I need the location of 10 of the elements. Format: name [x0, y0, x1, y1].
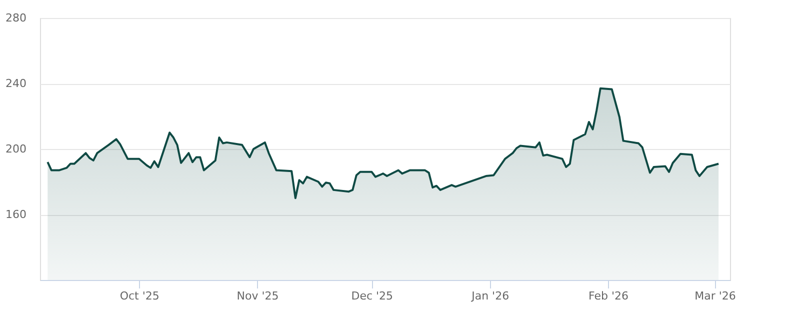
x-tick-label: Jan '26	[470, 290, 510, 302]
x-tick-label: Mar '26	[694, 290, 736, 302]
y-tick-label: 160	[6, 208, 26, 221]
y-tick-label: 280	[6, 12, 26, 24]
x-tick-label: Feb '26	[588, 290, 629, 302]
x-tick-label: Nov '25	[236, 290, 279, 302]
x-tick-label: Dec '25	[351, 290, 394, 302]
y-tick-label: 240	[6, 77, 26, 90]
y-tick-label: 200	[6, 142, 26, 156]
x-tick-label: Oct '25	[120, 290, 160, 302]
